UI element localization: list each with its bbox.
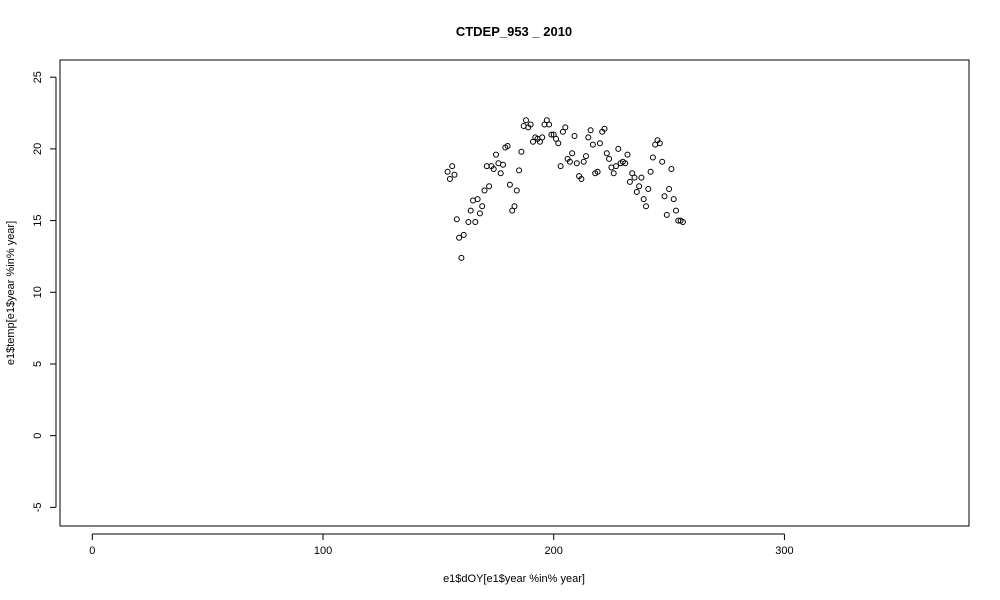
data-point xyxy=(456,234,463,241)
data-point xyxy=(596,140,603,147)
data-point xyxy=(679,219,686,225)
data-point xyxy=(663,211,670,218)
x-tick-label: 0 xyxy=(89,545,95,557)
data-point xyxy=(446,176,453,182)
data-point xyxy=(645,186,652,192)
data-point xyxy=(449,163,456,170)
data-points xyxy=(444,117,686,261)
data-point xyxy=(511,203,518,210)
y-tick-label: 10 xyxy=(32,286,44,298)
data-point xyxy=(523,117,529,124)
data-point xyxy=(659,158,666,165)
data-point xyxy=(636,183,643,190)
data-point xyxy=(460,231,467,238)
chart-title: CTDEP_953 _ 2010 xyxy=(456,24,572,39)
data-point xyxy=(656,140,663,147)
data-point xyxy=(606,155,613,162)
data-point xyxy=(444,168,451,175)
x-axis: 0 100 200 300 xyxy=(89,533,794,557)
data-point xyxy=(585,134,592,141)
data-point xyxy=(573,160,580,167)
data-point xyxy=(640,196,647,203)
data-point xyxy=(578,176,585,182)
data-point xyxy=(638,174,645,181)
data-point xyxy=(583,153,589,160)
data-point xyxy=(490,166,497,172)
data-point xyxy=(486,183,493,190)
data-point xyxy=(580,158,587,165)
x-tick-label: 300 xyxy=(775,545,793,557)
data-point xyxy=(481,187,488,194)
x-axis-label: e1$dOY[e1$year %in% year] xyxy=(443,573,585,585)
plot-frame xyxy=(59,59,970,527)
data-point xyxy=(661,193,668,200)
data-point xyxy=(610,170,617,177)
data-point xyxy=(527,121,534,128)
data-point xyxy=(603,150,610,157)
data-point xyxy=(465,219,472,225)
data-point xyxy=(518,148,525,155)
data-point xyxy=(458,254,465,261)
data-point xyxy=(546,121,553,128)
data-point xyxy=(643,203,649,210)
y-axis: -5 0 5 10 15 20 25 xyxy=(32,71,57,512)
data-point xyxy=(497,170,504,177)
data-point xyxy=(626,178,633,185)
data-point xyxy=(516,167,523,174)
y-tick-label: 25 xyxy=(32,71,44,83)
data-point xyxy=(587,127,594,134)
data-point xyxy=(479,203,486,210)
y-axis-label: e1$temp[e1$year %in% year] xyxy=(5,221,17,365)
data-point xyxy=(571,133,578,139)
data-point xyxy=(555,140,562,147)
data-point xyxy=(548,131,555,138)
y-tick-label: -5 xyxy=(32,502,44,512)
y-tick-label: 15 xyxy=(32,214,44,226)
data-point xyxy=(624,151,631,158)
data-point xyxy=(601,125,608,132)
data-point xyxy=(649,154,656,161)
data-point xyxy=(472,219,479,225)
data-point xyxy=(562,124,569,131)
data-point xyxy=(589,141,596,148)
data-point xyxy=(633,188,640,195)
data-point xyxy=(500,161,506,168)
data-point xyxy=(566,158,573,165)
data-point xyxy=(539,134,546,141)
y-tick-label: 0 xyxy=(32,433,44,439)
x-tick-label: 200 xyxy=(545,545,563,557)
data-point xyxy=(622,160,629,167)
x-tick-label: 100 xyxy=(314,545,332,557)
data-point xyxy=(467,207,474,214)
data-point xyxy=(666,186,673,192)
data-point xyxy=(476,210,483,217)
data-point xyxy=(631,174,638,181)
data-point xyxy=(513,187,520,194)
data-point xyxy=(453,216,460,223)
data-point xyxy=(615,145,622,152)
data-point xyxy=(673,207,679,214)
data-point xyxy=(647,168,654,175)
data-point xyxy=(504,143,511,149)
data-point xyxy=(493,151,499,158)
data-point xyxy=(474,196,481,203)
data-point xyxy=(670,196,677,203)
y-tick-label: 5 xyxy=(32,361,44,367)
data-point xyxy=(557,163,564,170)
data-point xyxy=(451,171,458,178)
data-point xyxy=(613,163,619,170)
data-point xyxy=(668,166,675,172)
data-point xyxy=(569,150,576,157)
data-point xyxy=(506,181,513,188)
y-tick-label: 20 xyxy=(32,143,44,155)
data-point xyxy=(594,168,601,175)
